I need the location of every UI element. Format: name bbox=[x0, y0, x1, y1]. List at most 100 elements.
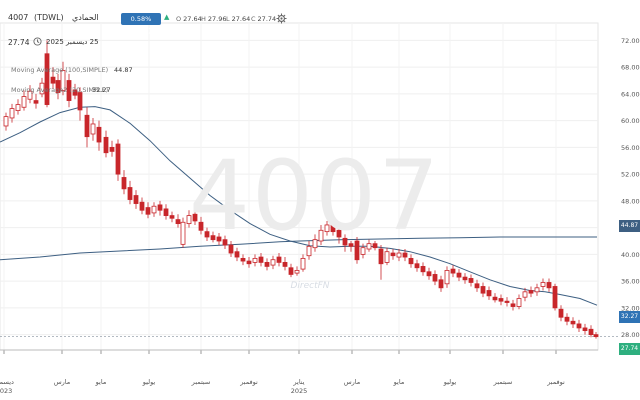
candle-body-up bbox=[294, 270, 300, 274]
candle bbox=[115, 139, 121, 181]
y-tick-label: 52.00 bbox=[621, 171, 640, 179]
symbol-code: 4007 bbox=[8, 13, 29, 22]
candle bbox=[228, 241, 234, 258]
candle-body-down bbox=[342, 237, 348, 246]
candle bbox=[324, 220, 330, 236]
candle bbox=[163, 204, 169, 220]
exchange-code: (TDWL) bbox=[34, 13, 64, 22]
candle bbox=[384, 247, 390, 266]
candle bbox=[157, 200, 163, 216]
candle bbox=[306, 241, 312, 260]
candle bbox=[588, 325, 594, 338]
candle-body-down bbox=[390, 252, 396, 257]
candle bbox=[366, 239, 372, 252]
candle bbox=[480, 282, 486, 298]
candle bbox=[300, 254, 306, 272]
candle-body-down bbox=[163, 208, 169, 216]
x-tick-label: نوفمبر bbox=[239, 378, 258, 386]
candle bbox=[516, 294, 522, 310]
candle-body-up bbox=[21, 96, 27, 108]
candle-body-down bbox=[480, 286, 486, 294]
moving-average-lines bbox=[0, 106, 598, 306]
candle-body-up bbox=[312, 239, 318, 249]
ma20-price-badge: 32.27 bbox=[619, 311, 640, 323]
candle bbox=[109, 140, 115, 157]
candle-body-down bbox=[169, 215, 175, 219]
candle-body-down bbox=[103, 136, 109, 154]
settings-icon[interactable] bbox=[276, 13, 287, 24]
candle-body-down bbox=[133, 195, 139, 204]
candle-body-down bbox=[84, 114, 90, 138]
candle-body-down bbox=[474, 283, 480, 289]
candle-body-down bbox=[175, 219, 181, 225]
candle-body-up bbox=[39, 82, 45, 95]
candle bbox=[133, 190, 139, 209]
candle-body-down bbox=[204, 231, 210, 238]
candle-body-down bbox=[216, 236, 222, 242]
candle bbox=[288, 263, 294, 278]
x-tick-label: يوليو bbox=[443, 378, 457, 386]
candle bbox=[151, 202, 157, 217]
candle-body-down bbox=[336, 229, 342, 238]
candle-body-down bbox=[593, 334, 599, 338]
candle-body-down bbox=[198, 221, 204, 231]
y-tick-label: 48.00 bbox=[621, 197, 640, 205]
candle bbox=[33, 93, 39, 109]
y-tick-label: 36.00 bbox=[621, 278, 640, 286]
y-tick-label: 40.00 bbox=[621, 251, 640, 259]
candle bbox=[3, 112, 9, 131]
candle bbox=[312, 234, 318, 252]
candle bbox=[39, 77, 45, 98]
candle-body-down bbox=[498, 298, 504, 302]
candle bbox=[354, 236, 360, 264]
candle-body-down bbox=[33, 100, 39, 104]
candle bbox=[546, 278, 552, 292]
ma20-label: Moving Average2 (20,SIMPLE) bbox=[11, 86, 109, 94]
candle bbox=[552, 283, 558, 311]
candle-body-down bbox=[432, 274, 438, 282]
candle bbox=[414, 259, 420, 272]
candle bbox=[510, 299, 516, 311]
candle-body-down bbox=[330, 223, 336, 233]
candle-body-down bbox=[157, 204, 163, 211]
ma100-label: Moving Average (100,SIMPLE) bbox=[11, 66, 109, 74]
company-name: الحمادي bbox=[72, 13, 99, 22]
candle-body-down bbox=[486, 290, 492, 297]
candle-body-up bbox=[360, 247, 366, 255]
y-tick-label: 64.00 bbox=[621, 90, 640, 98]
candle-body-down bbox=[420, 266, 426, 273]
candle bbox=[77, 87, 83, 121]
candle bbox=[408, 254, 414, 268]
candle-body-down bbox=[414, 263, 420, 269]
candle bbox=[90, 117, 96, 141]
candle-body-down bbox=[55, 80, 61, 93]
candle bbox=[222, 235, 228, 250]
candle bbox=[564, 313, 570, 326]
ma20-line bbox=[0, 106, 598, 306]
candle bbox=[44, 40, 50, 108]
candle-body-up bbox=[384, 251, 390, 263]
change-badge: 0.58%(0.16) bbox=[121, 13, 161, 35]
candle-body-down bbox=[462, 276, 468, 281]
candle bbox=[27, 85, 33, 104]
ohlc-high: H 27.96 bbox=[201, 15, 227, 23]
candle bbox=[55, 73, 61, 100]
candle-body-down bbox=[528, 290, 534, 294]
candle-body-up bbox=[396, 252, 402, 258]
candle bbox=[438, 275, 444, 292]
candle-body-down bbox=[354, 240, 360, 261]
candle bbox=[9, 103, 15, 123]
x-tick-label: مارس bbox=[54, 378, 71, 386]
candle bbox=[210, 231, 216, 243]
candle bbox=[396, 249, 402, 262]
x-tick-label: ديسمبر bbox=[0, 378, 14, 386]
candle bbox=[50, 67, 56, 89]
y-tick-label: 60.00 bbox=[621, 117, 640, 125]
candle bbox=[294, 266, 300, 276]
candle bbox=[462, 273, 468, 284]
candle-body-up bbox=[366, 243, 372, 250]
candle-body-down bbox=[44, 53, 50, 105]
candle-body-up bbox=[306, 245, 312, 257]
candle-body-down bbox=[552, 286, 558, 309]
